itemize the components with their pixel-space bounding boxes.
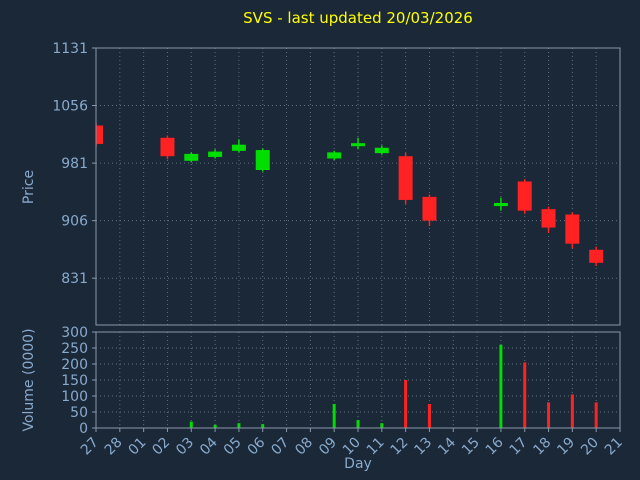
day-tick-label: 14 [435, 434, 459, 458]
volume-bar [213, 424, 217, 428]
volume-bar [380, 423, 384, 428]
volume-bar [356, 420, 360, 428]
chart-title: SVS - last updated 20/03/2026 [243, 9, 473, 27]
day-tick-label: 11 [364, 435, 388, 459]
candle-body [374, 147, 389, 154]
day-tick-label: 01 [126, 435, 150, 459]
price-tick-label: 1056 [52, 99, 88, 115]
day-tick-label: 27 [78, 435, 102, 459]
candle-body [589, 249, 604, 263]
price-tick-label: 831 [61, 271, 88, 287]
volume-tick-label: 250 [61, 341, 88, 357]
day-tick-label: 13 [411, 435, 435, 459]
price-tick-label: 906 [61, 214, 88, 230]
candle-body [565, 214, 580, 244]
volume-bar [261, 424, 265, 428]
volume-bar [570, 394, 574, 428]
day-tick-label: 21 [602, 435, 626, 459]
volume-tick-label: 0 [79, 421, 88, 437]
candle-body [255, 150, 270, 171]
candle-body [184, 153, 199, 161]
candle-body [541, 209, 556, 228]
volume-tick-label: 200 [61, 357, 88, 373]
volume-tick-label: 300 [61, 325, 88, 341]
volume-bar [499, 344, 503, 428]
volume-bar [237, 423, 241, 428]
volume-bar [189, 421, 193, 428]
price-tick-label: 1131 [52, 41, 88, 57]
day-tick-label: 06 [245, 434, 269, 458]
candle-body [398, 156, 413, 200]
volume-tick-label: 150 [61, 373, 88, 389]
volume-bar [523, 362, 527, 428]
price-axis-label: Price [21, 169, 37, 205]
day-tick-label: 12 [388, 435, 412, 459]
candle-body [160, 137, 175, 157]
volume-bar [404, 380, 408, 428]
day-tick-label: 16 [483, 434, 507, 458]
day-tick-label: 08 [292, 435, 316, 459]
price-panel-border [95, 47, 621, 326]
candle-body [493, 202, 508, 207]
price-tick-label: 981 [61, 156, 88, 172]
volume-bar [547, 402, 551, 428]
candle-body [422, 196, 437, 221]
volume-axis-label: Volume (0000) [21, 328, 37, 432]
day-tick-label: 28 [102, 435, 126, 459]
volume-tick-label: 100 [61, 389, 88, 405]
volume-bar [594, 402, 598, 428]
day-tick-label: 18 [530, 435, 554, 459]
day-tick-label: 10 [340, 435, 364, 459]
x-axis-label: Day [344, 456, 372, 472]
day-tick-label: 07 [268, 435, 292, 459]
day-tick-label: 03 [173, 435, 197, 459]
candle-body [231, 144, 246, 151]
day-tick-label: 09 [316, 435, 340, 459]
candle-body [351, 143, 365, 147]
day-tick-label: 20 [578, 435, 602, 459]
candle-body [96, 125, 103, 144]
volume-bar [332, 404, 336, 428]
day-tick-label: 19 [554, 435, 578, 459]
day-tick-label: 05 [221, 435, 245, 459]
volume-bars [189, 344, 598, 428]
day-tick-label: 02 [149, 435, 173, 459]
candle-body [208, 151, 223, 157]
candle-body [327, 152, 342, 159]
volume-bar [427, 404, 431, 428]
volume-tick-label: 50 [70, 405, 88, 421]
day-tick-label: 15 [459, 435, 483, 459]
candle-body [517, 181, 532, 211]
day-tick-label: 04 [197, 434, 221, 458]
day-tick-label: 17 [507, 435, 531, 459]
candles [96, 123, 604, 266]
